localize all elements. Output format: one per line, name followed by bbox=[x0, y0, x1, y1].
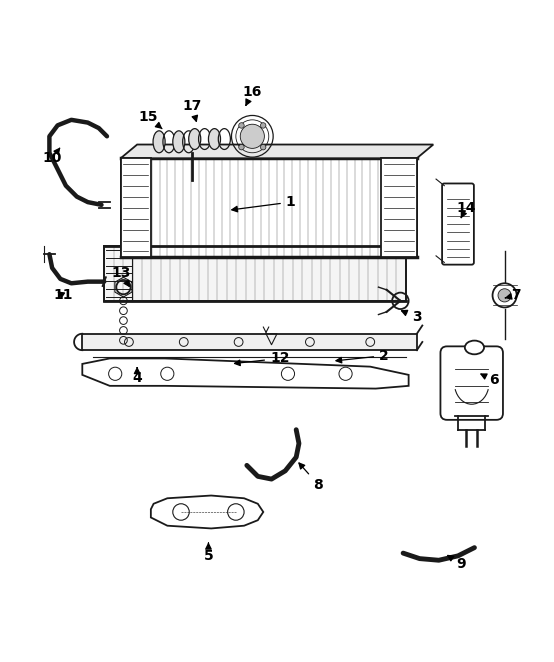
Polygon shape bbox=[104, 246, 406, 301]
Text: 13: 13 bbox=[111, 266, 130, 287]
Text: 15: 15 bbox=[138, 110, 162, 128]
Circle shape bbox=[339, 367, 352, 381]
Circle shape bbox=[498, 289, 511, 302]
Text: 8: 8 bbox=[299, 463, 323, 492]
Ellipse shape bbox=[173, 131, 185, 153]
Circle shape bbox=[493, 283, 517, 307]
FancyBboxPatch shape bbox=[442, 183, 474, 265]
Polygon shape bbox=[381, 158, 417, 257]
Polygon shape bbox=[151, 496, 263, 528]
Polygon shape bbox=[121, 158, 151, 257]
Ellipse shape bbox=[153, 131, 165, 153]
Text: 4: 4 bbox=[132, 367, 142, 385]
Text: 3: 3 bbox=[402, 310, 422, 324]
Circle shape bbox=[281, 367, 295, 381]
Ellipse shape bbox=[208, 128, 220, 150]
Polygon shape bbox=[83, 334, 417, 350]
Text: 1: 1 bbox=[232, 195, 296, 212]
Circle shape bbox=[161, 367, 174, 381]
Text: 6: 6 bbox=[481, 373, 499, 387]
Text: 17: 17 bbox=[182, 99, 202, 121]
Circle shape bbox=[239, 144, 244, 150]
Ellipse shape bbox=[240, 124, 264, 148]
Circle shape bbox=[228, 504, 244, 520]
Text: 5: 5 bbox=[203, 543, 213, 563]
Circle shape bbox=[260, 122, 266, 128]
Text: 12: 12 bbox=[234, 352, 290, 365]
Circle shape bbox=[173, 504, 189, 520]
Polygon shape bbox=[121, 144, 433, 158]
Text: 9: 9 bbox=[448, 555, 465, 571]
Text: 11: 11 bbox=[53, 289, 73, 303]
FancyBboxPatch shape bbox=[440, 346, 503, 420]
Circle shape bbox=[109, 367, 122, 381]
Ellipse shape bbox=[189, 128, 201, 150]
Circle shape bbox=[260, 144, 266, 150]
Text: 16: 16 bbox=[243, 85, 262, 105]
Text: 14: 14 bbox=[456, 201, 476, 218]
Text: 7: 7 bbox=[505, 289, 520, 303]
Circle shape bbox=[239, 122, 244, 128]
Text: 10: 10 bbox=[43, 148, 62, 166]
Ellipse shape bbox=[465, 340, 484, 354]
Text: 2: 2 bbox=[336, 349, 389, 363]
Polygon shape bbox=[83, 358, 409, 389]
Polygon shape bbox=[121, 158, 417, 257]
